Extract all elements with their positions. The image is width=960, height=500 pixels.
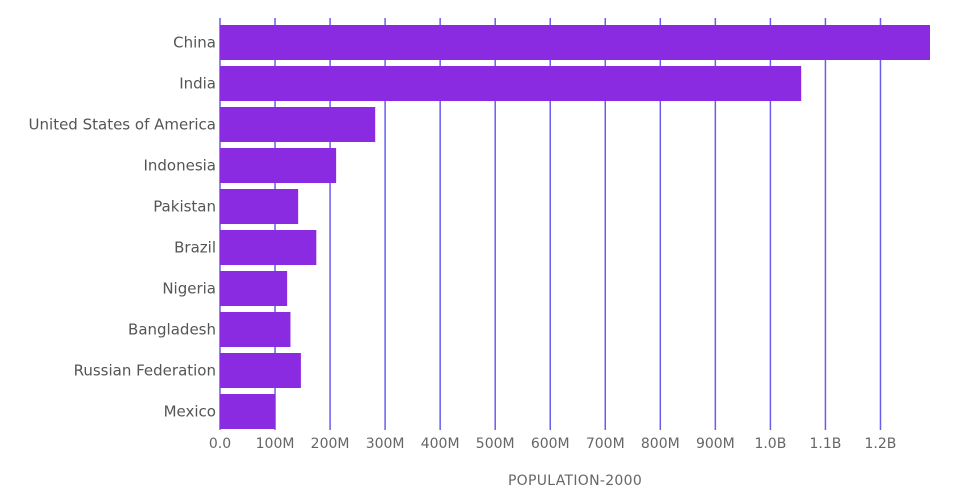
x-tick-label: 0.0 (209, 436, 231, 452)
x-tick-label: 300M (366, 436, 405, 452)
x-tick-label: 500M (476, 436, 515, 452)
x-tick-label: 400M (421, 436, 460, 452)
category-label: United States of America (29, 116, 216, 134)
x-axis-title: POPULATION-2000 (508, 473, 642, 489)
x-tick-label: 900M (696, 436, 735, 452)
category-label: Indonesia (143, 157, 216, 175)
x-tick-label: 600M (531, 436, 570, 452)
x-tick-label: 100M (256, 436, 295, 452)
bar[interactable] (220, 394, 276, 429)
bar[interactable] (220, 271, 288, 306)
x-tick-label: 700M (586, 436, 625, 452)
category-label: China (173, 34, 216, 52)
x-tick-label: 1.0B (754, 436, 786, 452)
x-tick-label: 1.2B (865, 436, 897, 452)
x-tick-label: 200M (311, 436, 350, 452)
category-labels: China India United States of America Indone… (29, 34, 216, 421)
category-label: Brazil (174, 239, 216, 257)
bar[interactable] (220, 189, 299, 224)
x-tick-label: 1.1B (809, 436, 841, 452)
x-tick-labels: 0.0 100M 200M 300M 400M 500M 600M 700M 800M 900M 1… (209, 436, 897, 452)
bar[interactable] (220, 107, 376, 142)
category-label: Mexico (164, 403, 216, 421)
category-label: Nigeria (162, 280, 216, 298)
category-label: Russian Federation (74, 362, 216, 380)
bar[interactable] (220, 312, 291, 347)
bar[interactable] (220, 148, 337, 183)
category-label: India (179, 75, 216, 93)
bar[interactable] (220, 66, 802, 101)
category-label: Pakistan (153, 198, 216, 216)
x-tick-label: 800M (641, 436, 680, 452)
bar[interactable] (220, 230, 317, 265)
bars (220, 25, 930, 429)
bar[interactable] (220, 25, 930, 60)
category-label: Bangladesh (128, 321, 216, 339)
bar[interactable] (220, 353, 301, 388)
